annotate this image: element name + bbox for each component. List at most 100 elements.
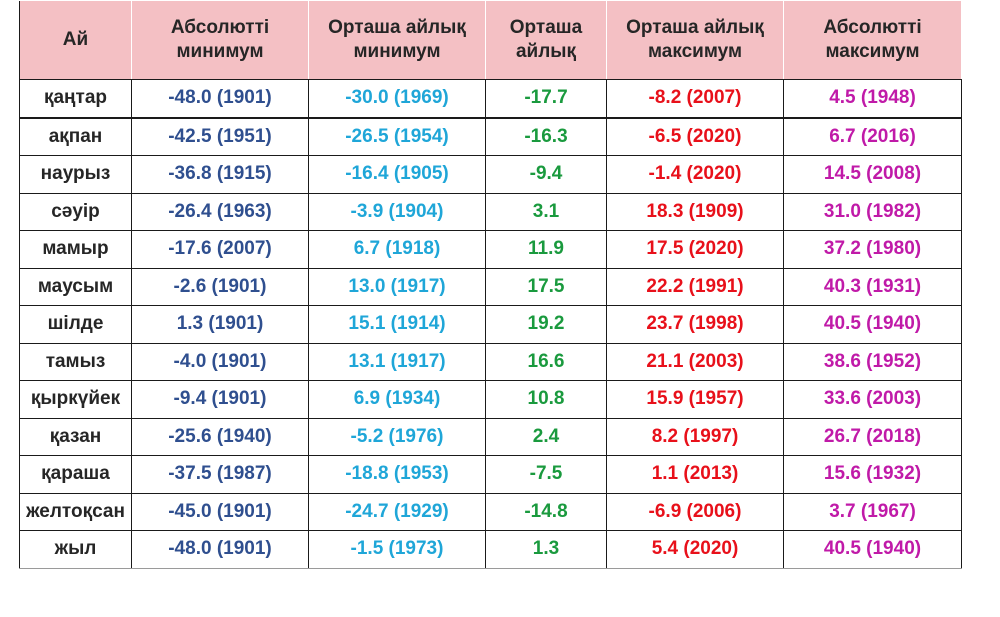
month-cell: мамыр bbox=[19, 230, 132, 269]
avg-cell: -9.4 bbox=[485, 155, 607, 194]
abs-max-cell: 40.5 (1940) bbox=[783, 305, 962, 344]
table-row: қазан -25.6 (1940) -5.2 (1976) 2.4 8.2 (1997… bbox=[19, 418, 962, 456]
table-row: сәуір -26.4 (1963) -3.9 (1904) 3.1 18.3 (190… bbox=[19, 193, 962, 231]
table-row: тамыз -4.0 (1901) 13.1 (1917) 16.6 21.1 (200… bbox=[19, 343, 962, 381]
abs-min-cell: -2.6 (1901) bbox=[131, 268, 309, 306]
avg-min-cell: -1.5 (1973) bbox=[308, 530, 486, 569]
avg-cell: 1.3 bbox=[485, 530, 607, 569]
month-cell: ақпан bbox=[19, 117, 132, 156]
table-row: қараша -37.5 (1987) -18.8 (1953) -7.5 1.1 (2… bbox=[19, 455, 962, 494]
abs-min-cell: 1.3 (1901) bbox=[131, 305, 309, 344]
avg-cell: -17.7 bbox=[485, 79, 607, 119]
avg-cell: 16.6 bbox=[485, 343, 607, 381]
abs-max-cell: 3.7 (1967) bbox=[783, 493, 962, 531]
avg-cell: -7.5 bbox=[485, 455, 607, 494]
avg-min-cell: 13.0 (1917) bbox=[308, 268, 486, 306]
table-row: қыркүйек -9.4 (1901) 6.9 (1934) 10.8 15.9 (1… bbox=[19, 380, 962, 419]
header-month-label: Ай bbox=[62, 29, 89, 50]
header-row: Ай Абсолютті минимум Орташа айлық минимум … bbox=[19, 1, 962, 80]
avg-cell: 11.9 bbox=[485, 230, 607, 269]
avg-cell: -14.8 bbox=[485, 493, 607, 531]
header-avg-min: Орташа айлық минимум bbox=[308, 1, 486, 80]
abs-min-cell: -4.0 (1901) bbox=[131, 343, 309, 381]
abs-min-cell: -45.0 (1901) bbox=[131, 493, 309, 531]
abs-max-cell: 33.6 (2003) bbox=[783, 380, 962, 419]
avg-min-cell: 13.1 (1917) bbox=[308, 343, 486, 381]
avg-cell: -16.3 bbox=[485, 117, 607, 156]
avg-cell: 3.1 bbox=[485, 193, 607, 231]
abs-min-cell: -48.0 (1901) bbox=[131, 79, 309, 119]
avg-max-cell: 5.4 (2020) bbox=[606, 530, 784, 569]
avg-max-cell: 23.7 (1998) bbox=[606, 305, 784, 344]
header-avg-max-line1: Орташа айлық bbox=[626, 17, 764, 38]
avg-cell: 10.8 bbox=[485, 380, 607, 419]
abs-max-cell: 40.5 (1940) bbox=[783, 530, 962, 569]
header-avg: Орташа айлық bbox=[485, 1, 607, 80]
avg-min-cell: -3.9 (1904) bbox=[308, 193, 486, 231]
month-cell: сәуір bbox=[19, 193, 132, 231]
abs-min-cell: -36.8 (1915) bbox=[131, 155, 309, 194]
header-abs-max: Абсолютті максимум bbox=[783, 1, 962, 80]
avg-max-cell: -6.9 (2006) bbox=[606, 493, 784, 531]
table-row: жыл -48.0 (1901) -1.5 (1973) 1.3 5.4 (2020) 4… bbox=[19, 530, 962, 569]
month-cell: қараша bbox=[19, 455, 132, 494]
header-abs-min: Абсолютті минимум bbox=[131, 1, 309, 80]
header-avg-min-line2: минимум bbox=[353, 41, 441, 62]
avg-max-cell: 8.2 (1997) bbox=[606, 418, 784, 456]
avg-min-cell: -30.0 (1969) bbox=[308, 79, 486, 119]
table-row: маусым -2.6 (1901) 13.0 (1917) 17.5 22.2 (19… bbox=[19, 268, 962, 306]
avg-max-cell: 1.1 (2013) bbox=[606, 455, 784, 494]
abs-min-cell: -42.5 (1951) bbox=[131, 117, 309, 156]
abs-min-cell: -37.5 (1987) bbox=[131, 455, 309, 494]
abs-max-cell: 14.5 (2008) bbox=[783, 155, 962, 194]
avg-min-cell: -26.5 (1954) bbox=[308, 117, 486, 156]
table-row: мамыр -17.6 (2007) 6.7 (1918) 11.9 17.5 (202… bbox=[19, 230, 962, 269]
header-avg-line1: Орташа bbox=[509, 17, 583, 38]
avg-max-cell: 17.5 (2020) bbox=[606, 230, 784, 269]
header-avg-min-line1: Орташа айлық bbox=[328, 17, 466, 38]
abs-max-cell: 26.7 (2018) bbox=[783, 418, 962, 456]
month-cell: шілде bbox=[19, 305, 132, 344]
abs-min-cell: -48.0 (1901) bbox=[131, 530, 309, 569]
abs-max-cell: 38.6 (1952) bbox=[783, 343, 962, 381]
month-cell: қаңтар bbox=[19, 79, 132, 119]
header-abs-max-line1: Абсолютті bbox=[823, 17, 922, 38]
avg-max-cell: 15.9 (1957) bbox=[606, 380, 784, 419]
header-avg-line2: айлық bbox=[515, 41, 577, 62]
header-avg-max-line2: максимум bbox=[647, 41, 743, 62]
avg-max-cell: -8.2 (2007) bbox=[606, 79, 784, 119]
avg-min-cell: -24.7 (1929) bbox=[308, 493, 486, 531]
abs-min-cell: -9.4 (1901) bbox=[131, 380, 309, 419]
month-cell: тамыз bbox=[19, 343, 132, 381]
month-cell: жыл bbox=[19, 530, 132, 569]
avg-max-cell: 21.1 (2003) bbox=[606, 343, 784, 381]
abs-max-cell: 31.0 (1982) bbox=[783, 193, 962, 231]
avg-max-cell: 18.3 (1909) bbox=[606, 193, 784, 231]
header-abs-max-line2: максимум bbox=[825, 41, 920, 62]
avg-min-cell: -5.2 (1976) bbox=[308, 418, 486, 456]
table-body: қаңтар -48.0 (1901) -30.0 (1969) -17.7 -8.2 … bbox=[19, 79, 962, 569]
avg-cell: 2.4 bbox=[485, 418, 607, 456]
table-row: наурыз -36.8 (1915) -16.4 (1905) -9.4 -1.4 (… bbox=[19, 155, 962, 194]
abs-max-cell: 15.6 (1932) bbox=[783, 455, 962, 494]
avg-max-cell: 22.2 (1991) bbox=[606, 268, 784, 306]
table-row: ақпан -42.5 (1951) -26.5 (1954) -16.3 -6.5 (… bbox=[19, 117, 962, 156]
month-cell: желтоқсан bbox=[19, 493, 132, 531]
abs-min-cell: -26.4 (1963) bbox=[131, 193, 309, 231]
abs-min-cell: -25.6 (1940) bbox=[131, 418, 309, 456]
month-cell: маусым bbox=[19, 268, 132, 306]
avg-max-cell: -6.5 (2020) bbox=[606, 117, 784, 156]
abs-min-cell: -17.6 (2007) bbox=[131, 230, 309, 269]
abs-max-cell: 4.5 (1948) bbox=[783, 79, 962, 119]
avg-min-cell: 6.9 (1934) bbox=[308, 380, 486, 419]
avg-cell: 17.5 bbox=[485, 268, 607, 306]
header-abs-min-line1: Абсолютті bbox=[170, 17, 270, 38]
avg-max-cell: -1.4 (2020) bbox=[606, 155, 784, 194]
avg-min-cell: 15.1 (1914) bbox=[308, 305, 486, 344]
header-month: Ай bbox=[19, 1, 132, 80]
header-avg-max: Орташа айлық максимум bbox=[606, 1, 784, 80]
abs-max-cell: 6.7 (2016) bbox=[783, 117, 962, 156]
avg-min-cell: -18.8 (1953) bbox=[308, 455, 486, 494]
header-abs-min-line2: минимум bbox=[176, 41, 264, 62]
table-header: Ай Абсолютті минимум Орташа айлық минимум … bbox=[19, 1, 962, 80]
